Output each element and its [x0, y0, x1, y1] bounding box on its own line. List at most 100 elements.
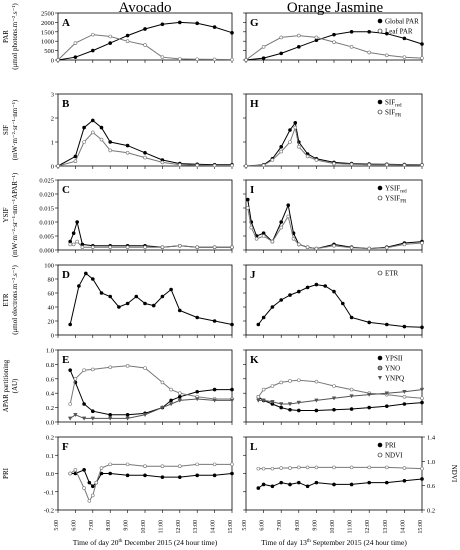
data-point — [73, 376, 78, 381]
data-point — [261, 466, 266, 471]
data-point — [245, 197, 250, 202]
data-point — [82, 486, 86, 490]
legend-label: ETR — [385, 270, 399, 278]
data-point — [212, 319, 217, 323]
data-point — [90, 416, 96, 421]
data-point — [212, 57, 217, 62]
data-point — [305, 285, 310, 290]
data-point — [349, 29, 354, 34]
data-point — [402, 242, 407, 247]
data-point — [279, 380, 284, 385]
data-point — [82, 140, 86, 144]
data-point — [73, 468, 78, 472]
y-axis-label: (μmol photons.m⁻².s⁻¹) — [11, 3, 19, 70]
panel-F: F -0.2 -0.1 0.0 0.1 0.2 — [44, 435, 234, 515]
data-point — [367, 163, 372, 167]
panel-K: K YPSII YNO YNPQ — [243, 349, 425, 425]
data-point — [402, 394, 407, 399]
data-point — [332, 244, 336, 248]
data-point — [125, 143, 130, 148]
data-point — [288, 140, 292, 144]
panel-letter: F — [62, 441, 69, 453]
data-point — [143, 366, 147, 370]
x-tick-label: 15:00 — [228, 520, 234, 534]
data-point — [117, 305, 121, 309]
legend-label: PRI — [385, 442, 397, 450]
data-point — [420, 241, 424, 245]
data-point — [244, 58, 248, 62]
legend: Global PAR Leaf PAR — [377, 18, 419, 36]
legend-label: Leaf PAR — [385, 28, 413, 36]
data-point — [332, 40, 336, 44]
y-tick-label: 1500 — [41, 29, 54, 36]
x-tick-label: 12:00 — [365, 520, 371, 534]
data-point — [349, 245, 354, 250]
y-tick-label: 40 — [48, 305, 55, 312]
panel-letter: L — [250, 441, 257, 453]
data-point — [420, 400, 424, 405]
data-point — [195, 389, 199, 394]
data-point — [73, 154, 78, 159]
data-point — [169, 287, 173, 292]
data-point — [230, 245, 234, 249]
data-point — [91, 277, 95, 281]
data-point — [367, 29, 372, 34]
data-point — [367, 465, 372, 470]
x-axis-label: Time of day 13th September 2015 (24 hour… — [261, 538, 407, 547]
data-point — [402, 478, 407, 483]
data-point — [68, 322, 72, 327]
y-tick-label: 0.0 — [46, 471, 54, 478]
data-point — [420, 396, 424, 401]
y-axis-label: PAR — [2, 30, 10, 43]
y2-tick-label: 0.6 — [427, 483, 436, 490]
y-tick-label: 0.010 — [39, 220, 54, 227]
panel-letter: H — [250, 98, 259, 110]
data-point — [108, 471, 112, 476]
data-point — [71, 242, 76, 247]
data-point — [402, 324, 407, 329]
data-point — [75, 220, 79, 224]
series-line — [69, 365, 232, 405]
data-point — [279, 35, 284, 40]
data-point — [296, 480, 301, 485]
data-point — [367, 50, 372, 55]
panel-letter: G — [250, 17, 259, 29]
data-point — [384, 163, 389, 167]
data-point — [296, 378, 301, 383]
y-tick-label: 0.1 — [46, 453, 54, 460]
x-tick-label: 6:00 — [260, 520, 266, 531]
x-tick-label: 9:00 — [312, 520, 318, 531]
data-point — [314, 465, 319, 470]
data-point — [323, 284, 328, 288]
data-point — [402, 402, 407, 406]
data-point — [384, 404, 389, 408]
data-point — [349, 482, 354, 487]
data-point — [178, 475, 182, 479]
data-point — [270, 158, 275, 162]
legend-label: SIFred — [385, 99, 402, 109]
y-tick-label: 0.020 — [39, 192, 54, 199]
y-tick-label: 500 — [44, 48, 54, 55]
x-tick-label: 5:00 — [54, 520, 60, 531]
y-tick-label: 0.2 — [46, 405, 54, 412]
data-point — [212, 473, 217, 478]
data-point — [68, 368, 72, 372]
data-point — [332, 32, 336, 37]
y-tick-label: 100 — [44, 263, 54, 270]
data-point — [194, 397, 200, 402]
data-point — [261, 45, 266, 49]
panel-letter: I — [250, 184, 254, 196]
data-point — [212, 25, 217, 29]
data-point — [178, 57, 182, 61]
panel-E: E 0.0 0.2 0.4 0.6 0.8 1.0 — [46, 348, 235, 427]
panel-C: C 0.000 0.005 0.010 0.015 0.020 0.025 — [39, 178, 234, 255]
y-tick-label: 1000 — [41, 39, 54, 46]
data-point — [296, 465, 301, 470]
data-point — [160, 380, 165, 385]
y-tick-label: 60 — [48, 291, 55, 298]
y2-tick-label: 0.2 — [427, 508, 435, 515]
data-point — [99, 291, 104, 295]
data-point — [108, 140, 112, 144]
